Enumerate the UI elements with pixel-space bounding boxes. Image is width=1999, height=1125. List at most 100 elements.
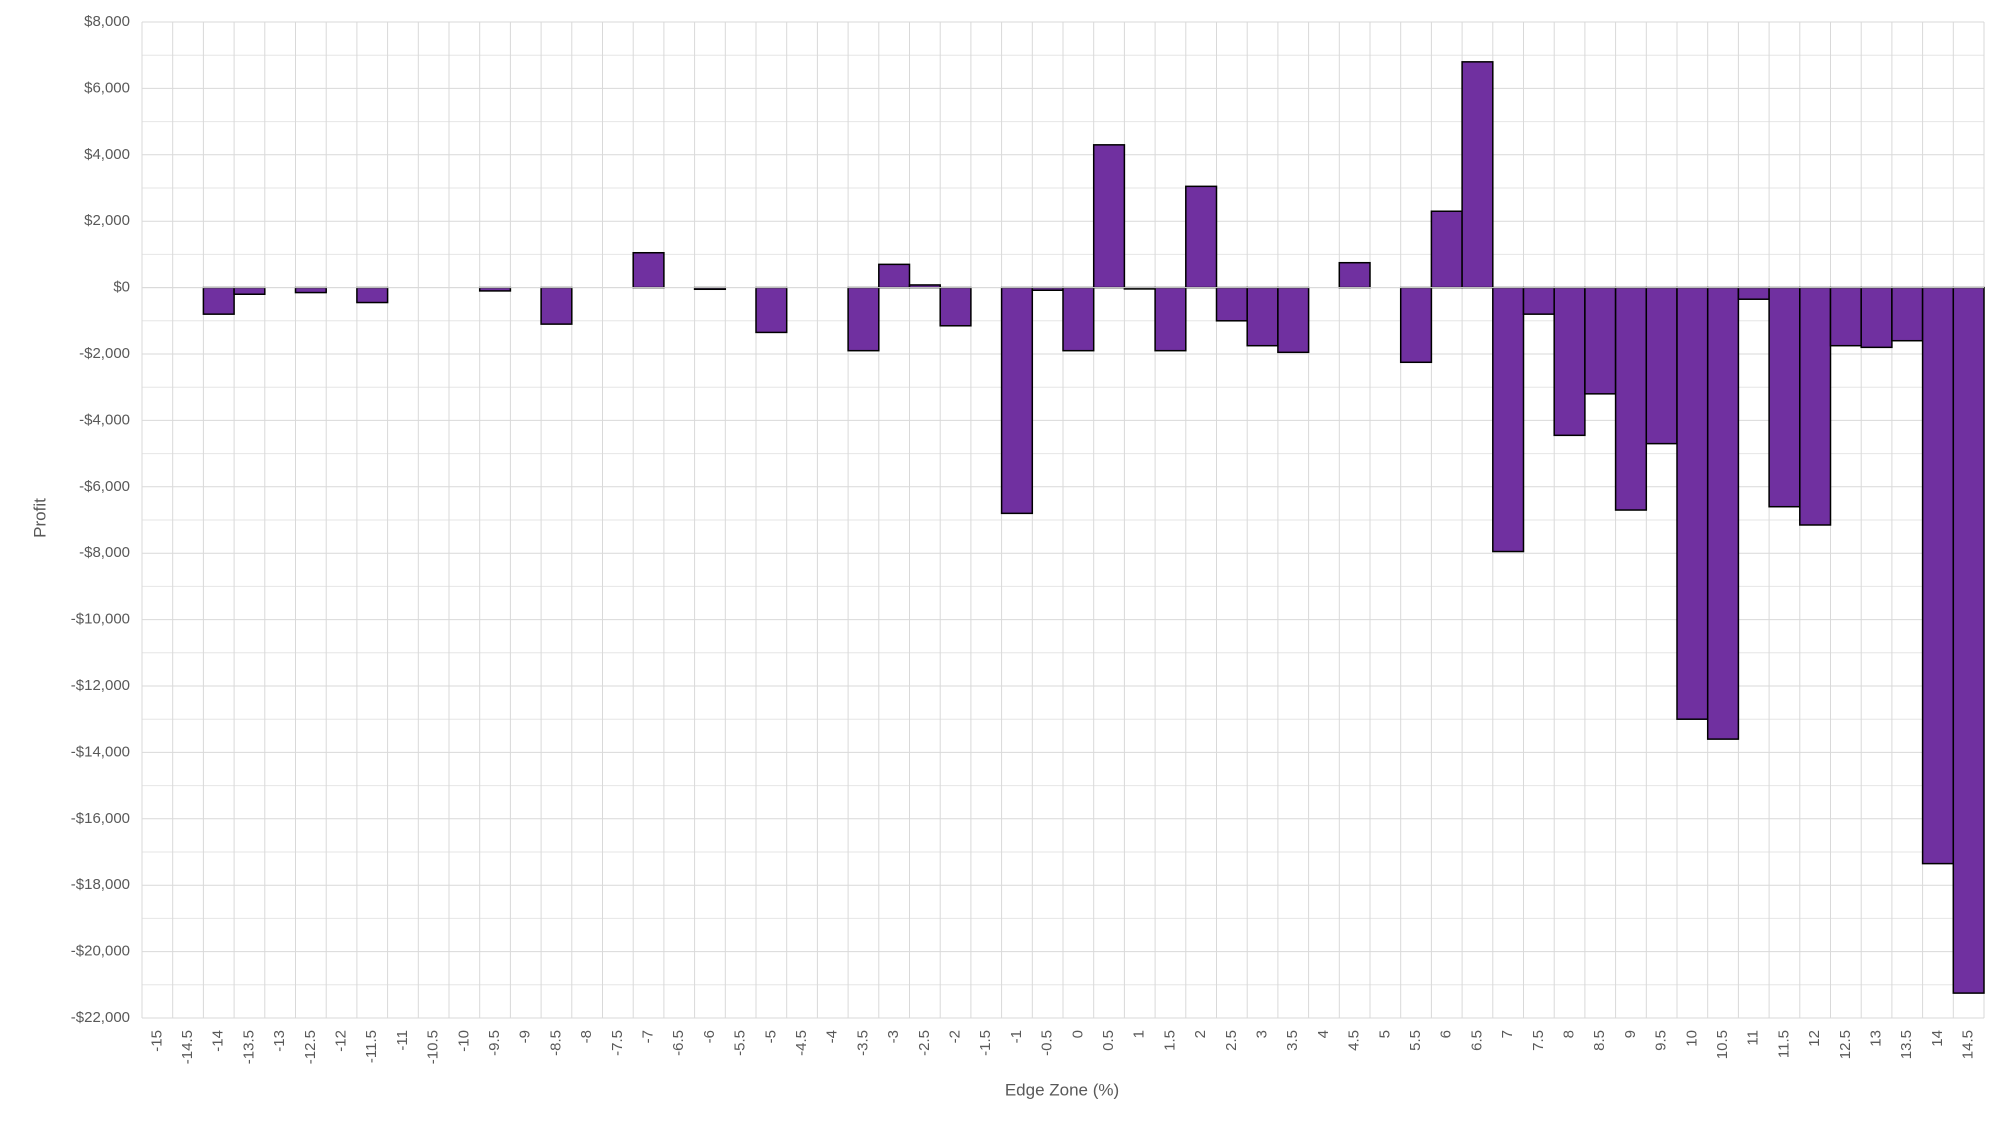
- bar: [1000, 286, 1034, 515]
- x-tick-label: 14.5: [1960, 1030, 1977, 1059]
- bar: [1338, 261, 1371, 289]
- x-tick-label: 13.5: [1898, 1030, 1915, 1059]
- x-tick-label: 5.5: [1407, 1030, 1424, 1051]
- x-tick-label: 5: [1376, 1030, 1393, 1038]
- x-tick-label: 4.5: [1346, 1030, 1363, 1051]
- bar: [1952, 286, 1985, 994]
- x-tick-label: 14: [1929, 1030, 1946, 1047]
- bar: [755, 286, 788, 334]
- x-tick-label: -13.5: [240, 1030, 257, 1064]
- bar: [1246, 286, 1279, 347]
- bar: [1706, 286, 1740, 740]
- y-tick-label: -$2,000: [79, 345, 130, 362]
- x-tick-label: 8.5: [1591, 1030, 1608, 1051]
- y-tick-label: -$16,000: [71, 810, 130, 827]
- bar: [1215, 286, 1248, 322]
- x-tick-label: 1.5: [1161, 1030, 1178, 1051]
- bar: [1399, 286, 1433, 364]
- bar: [1829, 286, 1862, 347]
- bar: [1154, 286, 1187, 352]
- x-axis-title: Edge Zone (%): [1005, 1080, 1119, 1099]
- y-tick-label: -$10,000: [71, 611, 130, 628]
- x-tick-label: -14: [210, 1030, 227, 1052]
- x-tick-label: -5: [762, 1030, 779, 1043]
- y-tick-label: -$12,000: [71, 677, 130, 694]
- x-tick-label: -6.5: [670, 1030, 687, 1056]
- bar: [632, 251, 665, 289]
- x-tick-label: 1: [1131, 1030, 1148, 1038]
- bar: [1614, 286, 1648, 511]
- x-tick-label: -11.5: [363, 1030, 380, 1063]
- x-tick-label: -13: [271, 1030, 288, 1052]
- x-tick-label: -3: [885, 1030, 902, 1043]
- x-tick-label: -1: [1008, 1030, 1025, 1043]
- x-tick-label: -2.5: [916, 1030, 933, 1056]
- y-tick-label: -$4,000: [79, 411, 130, 428]
- bar: [1461, 61, 1494, 289]
- y-tick-label: $4,000: [84, 146, 130, 163]
- bar: [1799, 286, 1832, 526]
- x-tick-label: -8: [578, 1030, 595, 1043]
- bar: [233, 286, 266, 295]
- bar: [847, 286, 880, 352]
- bar: [1553, 286, 1586, 437]
- bar: [1645, 286, 1678, 445]
- x-tick-label: -14.5: [179, 1030, 196, 1064]
- x-tick-label: 7: [1499, 1030, 1516, 1038]
- x-tick-label: -15: [148, 1030, 165, 1052]
- x-tick-label: 12: [1806, 1030, 1823, 1047]
- x-tick-label: 11: [1745, 1030, 1762, 1046]
- x-tick-label: -9: [517, 1030, 534, 1043]
- x-tick-label: -12.5: [302, 1030, 319, 1064]
- bar: [1430, 210, 1463, 289]
- y-tick-label: -$8,000: [79, 544, 130, 561]
- bar: [1492, 286, 1525, 553]
- bar: [1891, 286, 1924, 342]
- x-tick-label: 9.5: [1653, 1030, 1670, 1051]
- bar: [939, 286, 972, 327]
- x-tick-label: 4: [1315, 1030, 1332, 1038]
- y-tick-label: $8,000: [84, 13, 130, 30]
- y-axis-title: Profit: [30, 498, 49, 538]
- x-tick-label: 13: [1868, 1030, 1885, 1047]
- y-tick-label: $6,000: [84, 79, 130, 96]
- x-tick-label: -7: [640, 1030, 657, 1043]
- x-tick-label: -4: [824, 1030, 841, 1043]
- x-tick-label: -7.5: [609, 1030, 626, 1056]
- y-tick-label: -$20,000: [71, 943, 130, 960]
- bar: [1277, 286, 1310, 354]
- x-tick-label: -1.5: [977, 1030, 994, 1056]
- x-tick-label: -8.5: [547, 1030, 564, 1056]
- bar: [1522, 286, 1555, 315]
- bar: [1737, 286, 1770, 300]
- x-tick-label: -2: [947, 1030, 964, 1043]
- x-tick-label: 10: [1683, 1030, 1700, 1047]
- bar: [1768, 286, 1801, 508]
- bar: [1584, 286, 1617, 395]
- y-tick-label: $0: [113, 279, 130, 296]
- x-tick-label: 3.5: [1284, 1030, 1301, 1051]
- bar: [1092, 144, 1126, 289]
- bar: [294, 286, 327, 294]
- x-tick-label: 11.5: [1775, 1030, 1792, 1058]
- x-tick-label: 0.5: [1100, 1030, 1117, 1051]
- x-tick-label: -10: [455, 1030, 472, 1052]
- x-tick-label: 9: [1622, 1030, 1639, 1038]
- bar: [202, 286, 235, 315]
- y-tick-label: -$6,000: [79, 478, 130, 495]
- x-tick-label: -10.5: [425, 1030, 442, 1064]
- x-tick-label: 7.5: [1530, 1030, 1547, 1051]
- x-tick-label: -0.5: [1039, 1030, 1056, 1056]
- x-tick-label: 3: [1254, 1030, 1271, 1038]
- x-tick-label: 6: [1438, 1030, 1455, 1038]
- x-tick-label: -6: [701, 1030, 718, 1043]
- x-tick-label: 10.5: [1714, 1030, 1731, 1059]
- bar: [878, 263, 911, 289]
- bar: [356, 286, 389, 304]
- bar: [1185, 185, 1218, 289]
- x-tick-label: -3.5: [854, 1030, 871, 1056]
- bar: [1860, 286, 1893, 349]
- y-tick-label: -$22,000: [71, 1009, 130, 1026]
